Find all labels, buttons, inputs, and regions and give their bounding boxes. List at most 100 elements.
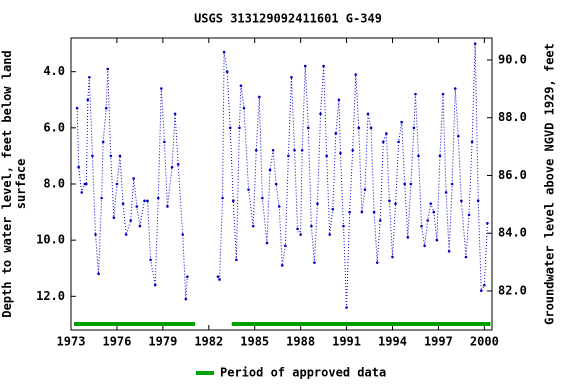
legend-swatch [196, 371, 214, 375]
data-point [429, 202, 433, 205]
data-point [414, 92, 417, 96]
data-point [299, 233, 302, 236]
data-point [300, 149, 304, 152]
data-point [274, 182, 278, 186]
data-point [109, 154, 113, 158]
data-point [261, 196, 264, 200]
y-tick-label: 10.0 [36, 233, 65, 247]
data-point [75, 106, 79, 110]
data-point [328, 233, 332, 236]
data-point [303, 64, 307, 68]
data-point [290, 76, 293, 79]
data-point [251, 224, 255, 228]
data-point [97, 272, 100, 276]
y2-tick-label: 82.0 [498, 284, 527, 298]
data-point [394, 202, 397, 205]
data-point [366, 112, 370, 116]
x-tick-label: 1985 [240, 335, 269, 349]
x-tick-label: 1997 [424, 335, 453, 349]
data-line [76, 68, 188, 300]
data-point [293, 149, 296, 152]
data-point [345, 306, 348, 309]
data-point [397, 140, 400, 144]
data-point [268, 168, 272, 172]
x-tick-label: 1973 [57, 335, 86, 349]
data-point [310, 224, 313, 228]
y2-tick-label: 86.0 [498, 168, 527, 182]
data-point [129, 219, 133, 222]
data-point [101, 140, 105, 144]
data-point [239, 84, 243, 88]
data-point [184, 297, 188, 301]
y-tick-label: 4.0 [43, 64, 65, 78]
data-point [334, 132, 338, 135]
data-point [423, 244, 426, 248]
data-point [357, 126, 361, 130]
data-point [176, 163, 180, 166]
y-axis-label: Depth to water level, feet below landsur… [0, 50, 28, 317]
data-point [153, 283, 157, 287]
y2-tick-label: 84.0 [498, 226, 527, 240]
data-point [94, 233, 97, 236]
data-point [467, 213, 471, 217]
data-point [476, 199, 480, 203]
data-point [479, 289, 483, 292]
data-point [348, 210, 351, 214]
data-point [391, 255, 394, 259]
data-point [163, 140, 166, 144]
data-point [221, 196, 224, 200]
data-point [91, 154, 94, 158]
data-point [306, 126, 310, 130]
data-line [217, 43, 488, 308]
data-point [453, 87, 457, 90]
x-tick-label: 1982 [194, 335, 223, 349]
data-point [382, 140, 385, 144]
data-point [100, 196, 103, 200]
data-point [409, 182, 413, 186]
data-point [313, 261, 316, 264]
data-point [149, 258, 152, 262]
x-tick-label: 1991 [332, 335, 361, 349]
data-point [473, 42, 477, 45]
x-tick-label: 1979 [148, 335, 177, 349]
data-point [254, 149, 258, 152]
approved-period-bar [231, 322, 491, 326]
data-point [170, 165, 174, 169]
data-point [486, 222, 489, 225]
data-point [265, 241, 269, 245]
plot-frame [70, 37, 493, 331]
data-point [218, 278, 221, 281]
data-point [156, 196, 160, 200]
data-point [378, 219, 382, 222]
data-point [369, 126, 373, 130]
data-point [351, 149, 354, 152]
data-point [450, 182, 454, 186]
data-point [228, 126, 232, 130]
y2-tick-label: 88.0 [498, 110, 527, 124]
data-point [325, 154, 328, 158]
data-point [173, 112, 177, 116]
data-point [319, 112, 322, 116]
data-point [444, 191, 448, 194]
data-point [316, 202, 319, 205]
data-point [360, 210, 364, 214]
data-point [238, 126, 241, 130]
data-point [85, 182, 88, 186]
data-point [115, 182, 119, 186]
data-point [426, 219, 430, 222]
data-point [372, 210, 376, 214]
approved-period-bar [74, 322, 196, 326]
data-point [166, 205, 169, 208]
data-point [124, 233, 128, 236]
data-point [406, 236, 410, 239]
data-point [375, 261, 379, 264]
data-point [86, 98, 90, 102]
data-point [146, 199, 149, 203]
data-point [385, 132, 388, 135]
data-point [132, 177, 136, 180]
data-point [80, 191, 84, 194]
data-point [339, 151, 342, 155]
data-point [225, 70, 229, 73]
data-point [88, 76, 91, 79]
